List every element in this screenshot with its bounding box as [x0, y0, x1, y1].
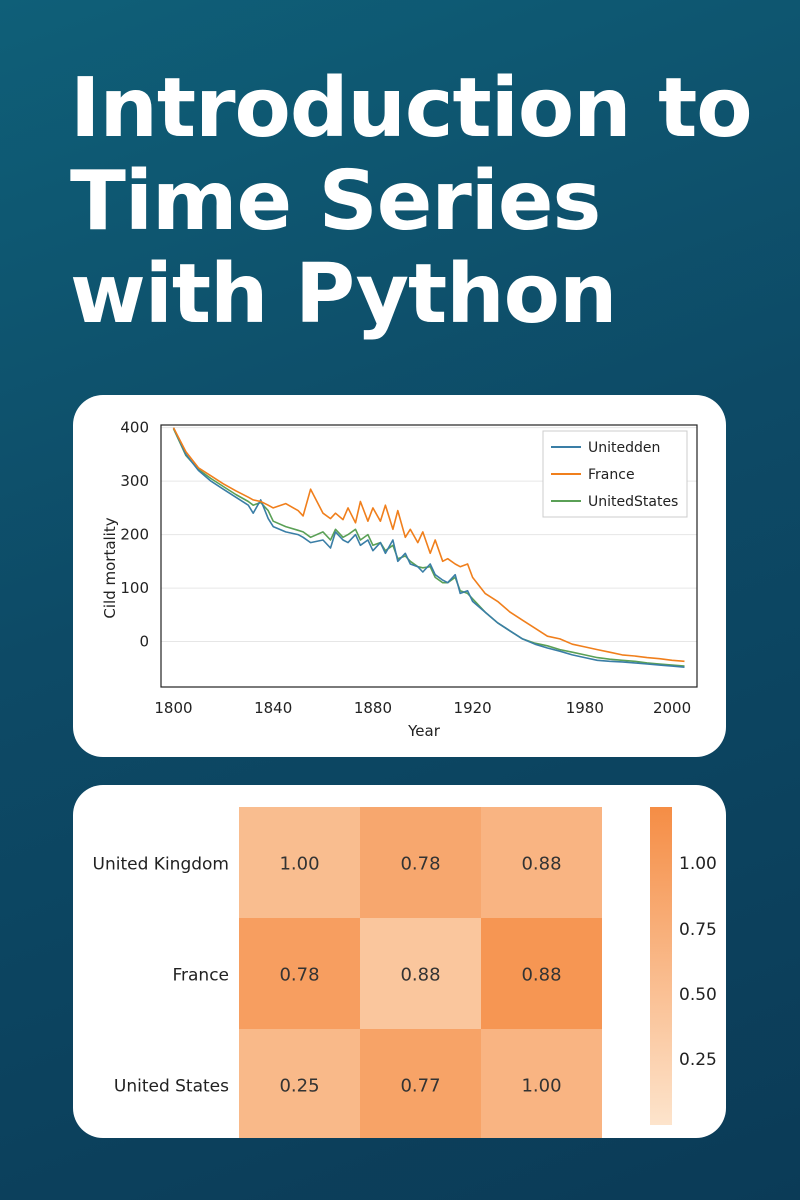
heatmap-cells: 1.00 0.78 0.88 0.78 0.88 0.88 0.25 0.77 1.00	[239, 807, 602, 1138]
title-line-2: Time Series	[70, 154, 601, 249]
heatmap: 1.00 0.78 0.88 0.78 0.88 0.88 0.25 0.77 1.00 Uni…	[93, 807, 717, 1138]
y-tick-label: 300	[120, 472, 149, 490]
legend-label: Unitedden	[588, 440, 660, 456]
line-chart: 400 300 200 100 0 1800 1840 1880 1920 1980 2000 Un…	[101, 419, 698, 740]
colorbar-tick-label: 1.00	[679, 854, 717, 874]
heatmap-row-labels: United Kingdom France United States	[93, 855, 230, 1097]
heatmap-cell-label: 0.88	[521, 965, 561, 986]
title-line-3: with Python	[70, 247, 617, 342]
x-tick-label: 1880	[354, 699, 392, 717]
legend-label: UnitedStates	[588, 494, 678, 510]
line-chart-frame	[160, 424, 698, 688]
heatmap-cell-label: 0.77	[400, 1076, 440, 1097]
x-tick-label: 1980	[566, 699, 604, 717]
heatmap-row-label: United States	[114, 1077, 229, 1097]
heatmap-cell-label: 1.00	[521, 1076, 561, 1097]
heatmap-colorbar	[650, 807, 672, 1125]
colorbar-tick-label: 0.25	[679, 1050, 717, 1070]
x-tick-label: 1920	[454, 699, 492, 717]
heatmap-cell	[239, 807, 360, 918]
title-line-1: Introduction to	[70, 61, 753, 156]
line-chart-tick-labels: 400 300 200 100 0 1800 1840 1880 1920 1980 2000	[120, 419, 691, 717]
colorbar-tick-label: 0.75	[679, 920, 717, 940]
heatmap-cell	[360, 918, 481, 1029]
line-chart-card: 400 300 200 100 0 1800 1840 1880 1920 1980 2000 Un…	[73, 395, 726, 757]
y-tick-label: 400	[120, 419, 149, 437]
x-tick-label: 2000	[653, 699, 691, 717]
legend-label: France	[588, 467, 635, 483]
heatmap-cell-label: 1.00	[279, 854, 319, 875]
heatmap-cell-label: 0.25	[279, 1076, 319, 1097]
heatmap-cell-label: 0.88	[521, 854, 561, 875]
heatmap-cell	[481, 807, 602, 918]
heatmap-cell	[360, 1029, 481, 1138]
y-tick-label: 200	[120, 526, 149, 544]
heatmap-cell	[481, 918, 602, 1029]
heatmap-card: 1.00 0.78 0.88 0.78 0.88 0.88 0.25 0.77 1.00 Uni…	[73, 785, 726, 1138]
page-title: Introduction to Time Series with Python	[70, 62, 770, 341]
y-tick-label: 100	[120, 579, 149, 597]
series-line-1	[172, 427, 685, 668]
series-line-2	[172, 427, 685, 663]
heatmap-cell-label: 0.88	[400, 965, 440, 986]
heatmap-cell	[481, 1029, 602, 1138]
heatmap-colorbar-ticks: 1.00 0.75 0.50 0.25	[679, 854, 717, 1070]
heatmap-cell-label: 0.78	[400, 854, 440, 875]
heatmap-cell	[239, 918, 360, 1029]
x-axis-label: Year	[407, 722, 441, 740]
y-axis-label: Cіld mortality	[101, 517, 119, 618]
heatmap-row-label: France	[172, 966, 229, 986]
colorbar-tick-label: 0.50	[679, 985, 717, 1005]
series-line-3	[172, 428, 685, 667]
x-tick-label: 1800	[154, 699, 192, 717]
line-chart-legend: Unitedden France UnitedStates	[542, 430, 688, 518]
y-tick-label: 0	[139, 633, 149, 651]
heatmap-cell	[239, 1029, 360, 1138]
heatmap-row-label: United Kingdom	[93, 855, 229, 875]
heatmap-cell	[360, 807, 481, 918]
x-tick-label: 1840	[254, 699, 292, 717]
line-chart-series	[172, 427, 685, 668]
heatmap-cell-label: 0.78	[279, 965, 319, 986]
